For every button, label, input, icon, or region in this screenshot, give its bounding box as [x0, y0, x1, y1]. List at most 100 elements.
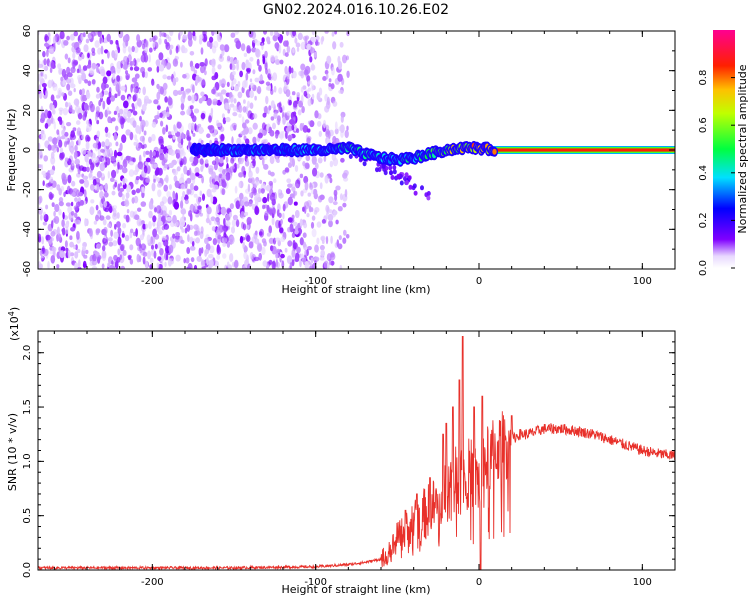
- noise-speck: [64, 240, 68, 248]
- spectrogram-ytick-label: -40: [22, 221, 33, 237]
- noise-speck: [131, 197, 135, 204]
- noise-speck: [284, 247, 288, 253]
- noise-speck: [309, 46, 315, 54]
- noise-speck: [61, 172, 66, 182]
- noise-speck: [262, 55, 266, 65]
- noise-speck: [165, 245, 170, 254]
- noise-speck: [302, 206, 305, 212]
- noise-speck: [246, 235, 251, 242]
- noise-speck: [312, 188, 318, 196]
- noise-speck: [225, 116, 231, 123]
- noise-speck: [71, 192, 76, 197]
- noise-speck: [47, 136, 53, 142]
- noise-speck: [210, 194, 214, 204]
- noise-speck: [89, 67, 95, 76]
- noise-speck: [132, 157, 136, 163]
- noise-speck: [82, 260, 87, 269]
- noise-speck: [211, 58, 216, 68]
- noise-speck: [125, 73, 131, 80]
- noise-speck: [82, 32, 86, 38]
- noise-speck: [111, 260, 114, 265]
- noise-speck: [175, 232, 180, 237]
- noise-speck: [163, 223, 170, 230]
- noise-speck: [173, 175, 178, 182]
- noise-speck: [207, 125, 213, 130]
- noise-speck: [125, 129, 131, 136]
- noise-speck: [169, 49, 173, 55]
- noise-speck: [134, 134, 138, 141]
- noise-speck: [168, 131, 172, 136]
- noise-speck: [330, 235, 333, 244]
- noise-speck: [294, 257, 300, 263]
- noise-speck: [308, 265, 314, 269]
- noise-speck: [199, 34, 204, 40]
- branch-speck: [392, 169, 397, 175]
- noise-speck: [286, 71, 291, 80]
- noise-speck: [73, 205, 79, 211]
- noise-speck: [166, 216, 172, 222]
- noise-speck: [293, 201, 298, 206]
- noise-speck: [194, 63, 200, 69]
- noise-speck: [40, 72, 43, 77]
- noise-speck: [270, 100, 275, 108]
- noise-speck: [173, 169, 179, 176]
- noise-speck: [117, 236, 122, 246]
- noise-speck: [255, 48, 261, 58]
- noise-speck: [296, 128, 300, 134]
- noise-speck: [122, 111, 128, 119]
- noise-speck: [306, 128, 311, 133]
- noise-speck: [277, 120, 280, 126]
- noise-speck: [82, 65, 88, 71]
- snr-xtick-label: -100: [304, 577, 327, 588]
- noise-speck: [44, 35, 50, 41]
- noise-speck: [182, 47, 188, 54]
- noise-speck: [149, 37, 152, 43]
- noise-speck: [95, 113, 98, 122]
- noise-speck: [142, 251, 148, 257]
- noise-speck: [186, 224, 191, 232]
- noise-speck: [232, 112, 238, 117]
- noise-speck: [169, 31, 174, 37]
- noise-speck: [156, 262, 160, 269]
- noise-speck: [211, 177, 216, 185]
- noise-speck: [84, 189, 87, 198]
- noise-speck: [49, 250, 54, 255]
- noise-speck: [81, 53, 85, 60]
- noise-speck: [122, 159, 128, 168]
- noise-speck: [130, 84, 133, 93]
- colorbar-ticks: 0.0 0.2 0.4 0.6 0.8: [698, 70, 735, 276]
- noise-speck: [337, 243, 343, 250]
- noise-speck: [148, 221, 152, 230]
- noise-speck: [273, 112, 278, 119]
- noise-speck: [225, 156, 229, 164]
- noise-speck: [137, 164, 143, 169]
- noise-speck: [300, 41, 306, 51]
- noise-speck: [320, 37, 324, 45]
- noise-speck: [254, 95, 257, 101]
- noise-speck: [87, 52, 90, 59]
- noise-speck: [225, 103, 229, 110]
- noise-speck: [311, 36, 317, 43]
- noise-speck: [49, 169, 55, 176]
- noise-speck: [326, 96, 330, 106]
- noise-speck: [131, 189, 136, 195]
- noise-speck: [239, 70, 244, 78]
- noise-speck: [285, 89, 291, 98]
- noise-speck: [44, 73, 48, 80]
- noise-speck: [222, 117, 227, 125]
- noise-speck: [157, 225, 162, 234]
- noise-speck: [200, 226, 204, 234]
- noise-speck: [286, 255, 293, 264]
- snr-multiplier-close: ): [8, 307, 21, 311]
- noise-speck: [111, 169, 117, 179]
- noise-speck: [79, 89, 83, 96]
- noise-speck: [139, 135, 145, 142]
- noise-speck: [230, 32, 236, 38]
- spectrogram-ytick-label: 60: [22, 25, 33, 38]
- noise-speck: [292, 31, 296, 37]
- noise-speck: [145, 223, 148, 229]
- noise-speck: [149, 47, 153, 53]
- noise-speck: [46, 49, 49, 57]
- noise-speck: [248, 165, 251, 173]
- noise-speck: [269, 155, 275, 165]
